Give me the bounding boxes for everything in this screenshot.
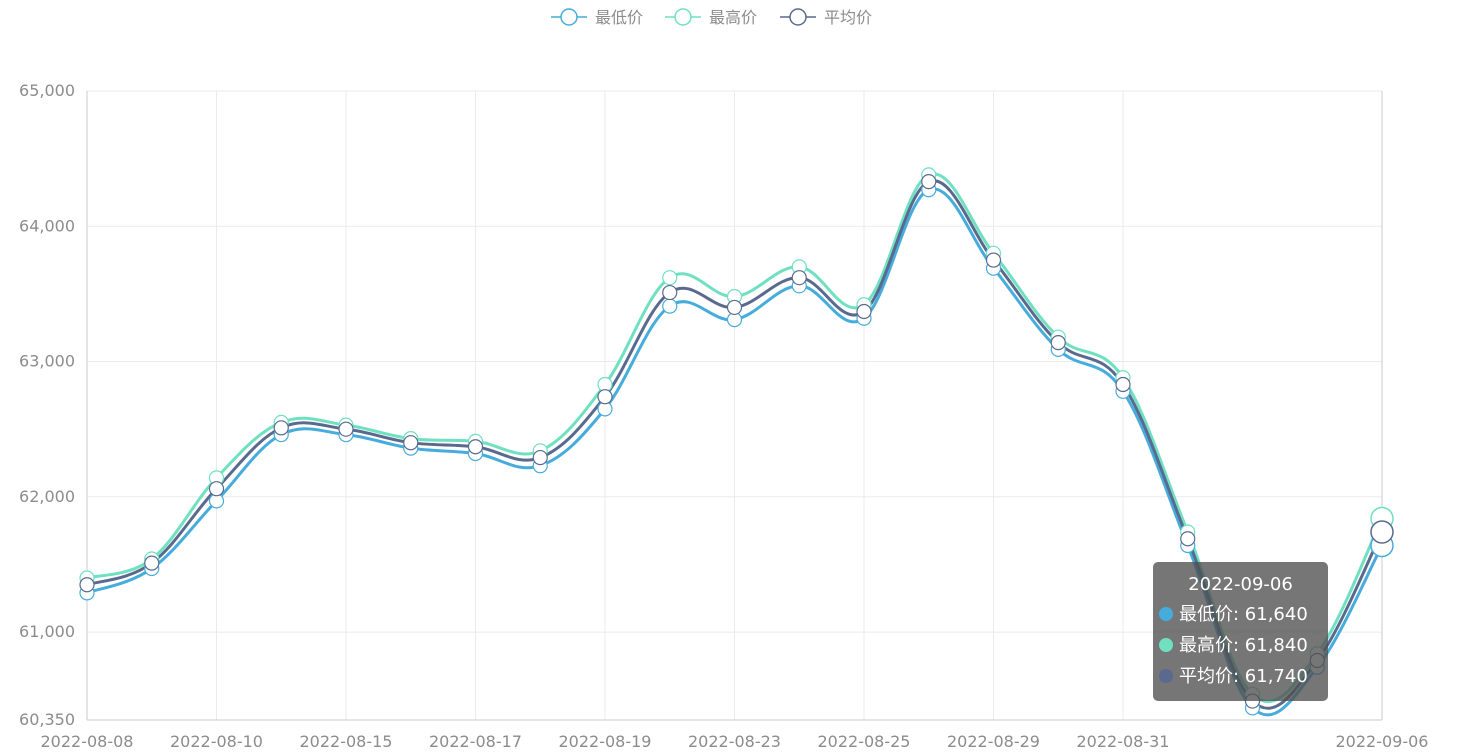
legend-label: 平均价 (824, 8, 872, 27)
grid (87, 90, 1382, 721)
axes: 60,350 61,000 62,000 63,000 64,000 65,000 2022… (19, 81, 1428, 751)
x-tick-label: 2022-08-25 (818, 732, 911, 751)
legend-item-1[interactable]: 最高价 (665, 8, 757, 27)
y-tick-label: 62,000 (19, 487, 75, 506)
data-point[interactable] (1115, 376, 1131, 393)
y-tick-label: 61,000 (19, 622, 75, 641)
data-point[interactable] (856, 303, 872, 320)
tooltip-row-avg: 平均价: 61,740 (1153, 661, 1328, 692)
x-tick-label: 2022-08-31 (1077, 732, 1170, 751)
tooltip-dot-high (1159, 638, 1173, 652)
data-point[interactable] (726, 299, 743, 316)
data-point[interactable] (662, 298, 678, 314)
x-tick-label: 2022-08-19 (559, 732, 652, 751)
tooltip-row-low: 最低价: 61,640 (1153, 599, 1328, 630)
tooltip-label-high: 最高价: 61,840 (1179, 635, 1308, 656)
legend-circle-icon (674, 8, 692, 26)
x-tick-label: 2022-08-08 (41, 732, 134, 751)
y-tick-label: 64,000 (19, 216, 75, 235)
data-point[interactable] (1370, 520, 1394, 544)
x-tick-label: 2022-08-10 (170, 732, 263, 751)
x-tick-label: 2022-08-15 (300, 732, 393, 751)
tooltip-label-low: 最低价: 61,640 (1179, 604, 1308, 625)
legend-item-2[interactable]: 平均价 (780, 8, 872, 27)
y-tick-label: 65,000 (19, 81, 75, 100)
data-point[interactable] (1050, 335, 1066, 351)
tooltip-dot-avg (1159, 669, 1173, 683)
tooltip-title: 2022-09-06 (1188, 574, 1293, 595)
y-tick-label: 63,000 (19, 352, 75, 371)
tooltip: 2022-09-06 最低价: 61,640 最高价: 61,840 平均价: … (1153, 562, 1328, 701)
data-point[interactable] (338, 421, 354, 437)
data-point[interactable] (921, 174, 937, 190)
data-point[interactable] (662, 270, 678, 286)
x-tick-label: 2022-08-23 (688, 732, 781, 751)
data-point[interactable] (144, 555, 160, 571)
data-point[interactable] (79, 577, 95, 593)
legend-circle-icon (789, 8, 807, 26)
data-point[interactable] (985, 252, 1002, 268)
legend-label: 最低价 (595, 8, 643, 27)
tooltip-dot-low (1159, 607, 1173, 621)
data-point[interactable] (532, 449, 548, 466)
legend-label: 最高价 (709, 8, 757, 27)
tooltip-row-high: 最高价: 61,840 (1153, 630, 1328, 661)
y-tick-label: 60,350 (19, 710, 75, 729)
data-point[interactable] (208, 481, 225, 497)
legend-item-0[interactable]: 最低价 (551, 8, 643, 27)
x-tick-label: 2022-08-29 (947, 732, 1040, 751)
data-point[interactable] (467, 439, 484, 455)
data-point[interactable] (273, 420, 289, 436)
data-point[interactable] (791, 270, 807, 286)
legend[interactable]: 最低价 最高价 平均价 (551, 8, 872, 27)
x-tick-label: 2022-08-17 (429, 732, 522, 751)
legend-circle-icon (560, 8, 578, 26)
tooltip-label-avg: 平均价: 61,740 (1179, 666, 1308, 687)
series-points[interactable] (79, 167, 1394, 716)
data-point[interactable] (403, 435, 419, 451)
x-tick-label: 2022-09-06 (1336, 732, 1429, 751)
data-point[interactable] (662, 284, 678, 301)
data-point[interactable] (597, 389, 613, 405)
data-point[interactable] (1180, 531, 1196, 547)
